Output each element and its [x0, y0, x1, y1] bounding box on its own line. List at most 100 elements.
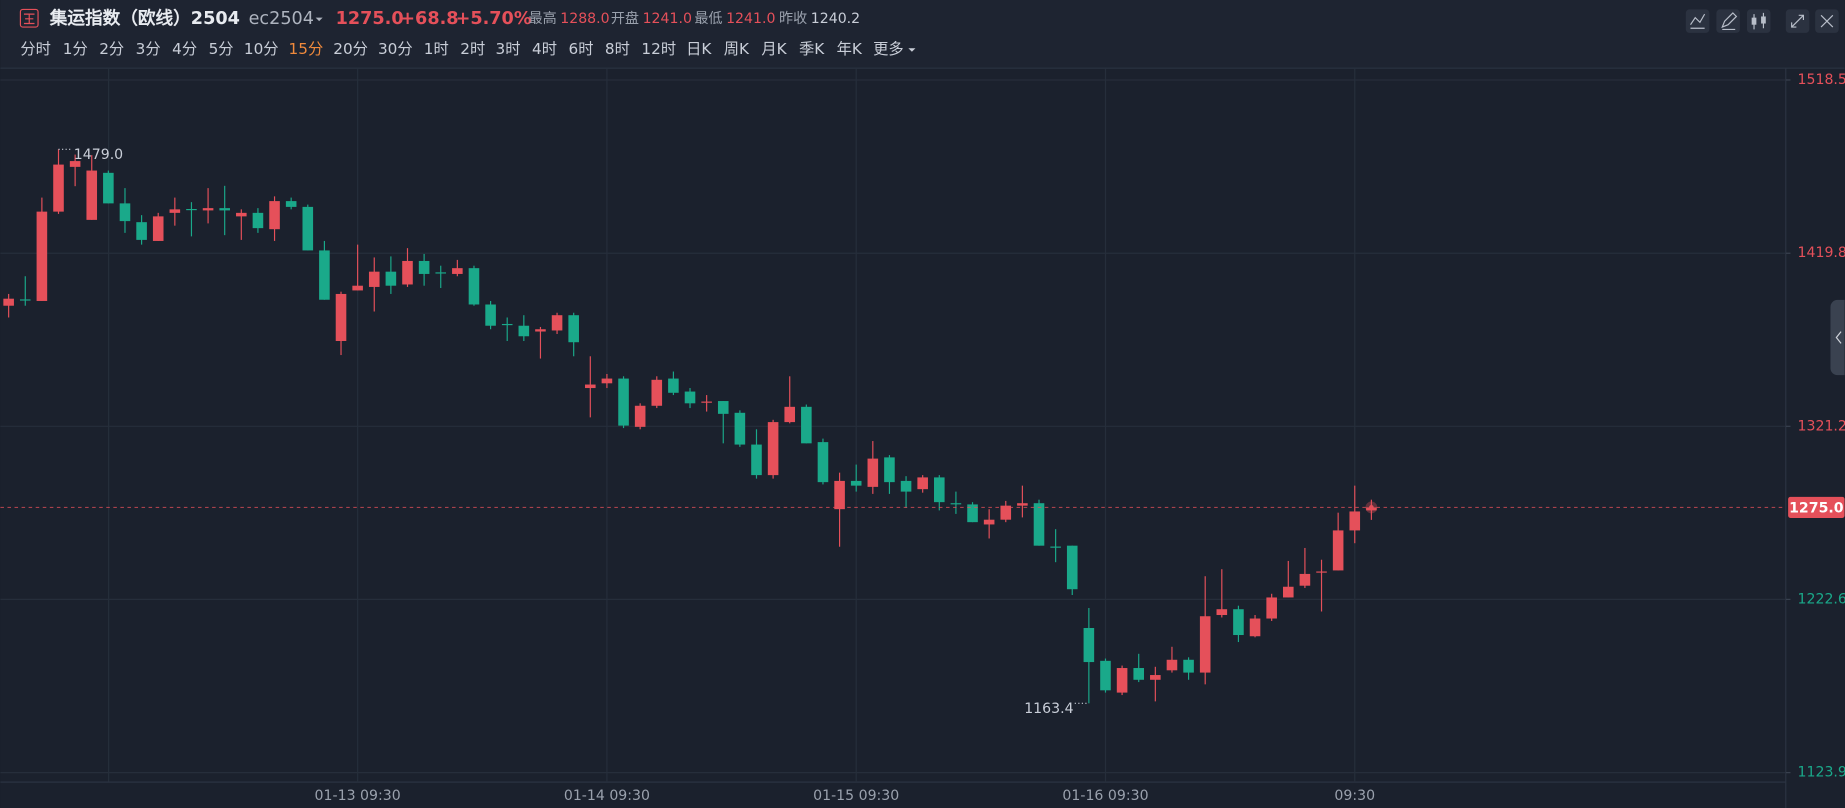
period-button[interactable]: 12时	[641, 40, 676, 58]
stat-value: 1288.0	[560, 11, 609, 27]
candle-body	[784, 406, 796, 423]
candle-body	[1332, 530, 1344, 571]
period-button[interactable]: 分时	[20, 40, 51, 58]
period-button[interactable]: 2时	[460, 40, 485, 58]
last-price: 1275.0	[336, 9, 404, 29]
period-button[interactable]: 6时	[568, 40, 593, 58]
side-panel-toggle[interactable]	[1830, 299, 1845, 376]
instrument-code[interactable]: ec2504	[249, 9, 314, 29]
x-tick-label: 01-15 09:30	[813, 788, 899, 804]
candle-body	[585, 384, 596, 389]
period-button[interactable]: 更多	[873, 40, 904, 58]
period-button[interactable]: 1分	[63, 40, 88, 58]
period-button[interactable]: 月K	[761, 40, 787, 58]
candle-body	[950, 503, 962, 505]
candle-body	[884, 457, 895, 483]
candle-body	[668, 378, 679, 393]
candle-body	[302, 206, 314, 251]
candle-body	[651, 379, 663, 406]
candle-body	[53, 164, 64, 212]
stat-value: 1240.2	[811, 11, 860, 27]
period-button[interactable]: 10分	[244, 40, 279, 58]
y-tick-label: 1518.5	[1798, 72, 1845, 88]
change-pct: +5.70%	[456, 9, 532, 29]
candle-body	[1100, 660, 1111, 691]
x-tick-label: 01-13 09:30	[315, 788, 401, 804]
chart-type-icon	[1751, 17, 1757, 25]
candle-body	[1216, 609, 1228, 616]
candle-body	[1233, 609, 1244, 636]
more-caret[interactable]	[908, 48, 916, 52]
period-button[interactable]: 3分	[136, 40, 161, 58]
candle-body	[468, 268, 480, 305]
symbol-icon-glyph	[23, 13, 35, 25]
candle-body	[801, 406, 812, 444]
y-tick-label: 1321.2	[1798, 418, 1845, 434]
candle-body	[152, 216, 164, 241]
y-tick-label: 1123.9	[1798, 765, 1845, 781]
stat-label: 昨收	[779, 11, 807, 27]
period-button[interactable]: 4分	[172, 40, 197, 58]
period-button[interactable]: 季K	[799, 40, 825, 58]
y-tick-label: 1419.8	[1798, 245, 1845, 261]
chart-type-button[interactable]	[1746, 9, 1771, 33]
candle-body	[917, 477, 928, 490]
candle-body	[86, 170, 98, 220]
candle-body	[119, 203, 131, 222]
candle-body	[568, 315, 579, 343]
period-button[interactable]: 20分	[333, 40, 368, 58]
candle-body	[867, 458, 879, 487]
candle-body	[19, 299, 31, 301]
instrument-title: 集运指数（欧线）2504	[49, 7, 240, 29]
toolbar-bg	[0, 0, 1845, 69]
period-button[interactable]: 15分	[289, 40, 324, 58]
candle-body	[219, 208, 230, 211]
candle-body	[418, 260, 430, 274]
period-bar: 分时 1分 2分 3分 4分 5分 10分 15分 20分 30分 1时 2时 3时 4时 6时 8时 12时日…	[20, 40, 916, 58]
last-price-tag	[1788, 496, 1845, 518]
change: +68.8	[400, 9, 458, 29]
period-button[interactable]: 周K	[724, 40, 750, 58]
candle-body	[518, 325, 530, 337]
period-button[interactable]: 8时	[605, 40, 630, 58]
candle-body	[734, 412, 746, 445]
candle-body	[1166, 659, 1178, 671]
candle-body	[169, 209, 181, 213]
candle-body	[834, 480, 845, 510]
candle-body	[634, 405, 646, 427]
candle-body	[1000, 505, 1012, 520]
period-button[interactable]: 2分	[99, 40, 124, 58]
low-label: 1163.4	[1024, 701, 1073, 717]
candle-body	[285, 201, 297, 207]
candle-body	[103, 172, 114, 204]
indicator-button[interactable]	[1685, 9, 1710, 33]
candle-body	[252, 212, 264, 229]
period-button[interactable]: 3时	[496, 40, 521, 58]
candle-body	[1150, 675, 1161, 680]
candle-body	[36, 211, 48, 301]
candle-body	[136, 222, 147, 240]
candle-body	[934, 477, 945, 503]
candle-body	[551, 315, 563, 331]
period-button[interactable]: 5分	[209, 40, 234, 58]
period-button[interactable]: 1时	[424, 40, 449, 58]
candle-body	[269, 201, 280, 230]
candle-body	[501, 323, 513, 326]
candle-body	[368, 271, 380, 287]
code-caret[interactable]	[315, 17, 323, 22]
period-button[interactable]: 4时	[532, 40, 557, 58]
candle-body	[535, 329, 546, 332]
stat-value: 1241.0	[643, 11, 692, 27]
candle-body	[767, 422, 779, 476]
candle-body	[1116, 668, 1128, 693]
candle-body	[452, 268, 463, 274]
candle-body	[69, 161, 81, 167]
period-button[interactable]: 日K	[686, 40, 712, 58]
period-button[interactable]: 30分	[378, 40, 413, 58]
candle-body	[335, 293, 347, 342]
period-button[interactable]: 年K	[837, 40, 863, 58]
candle-body	[319, 250, 330, 300]
